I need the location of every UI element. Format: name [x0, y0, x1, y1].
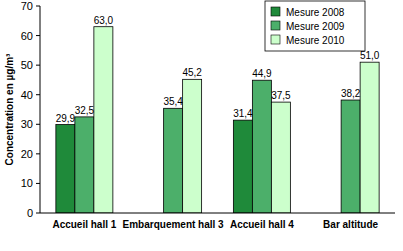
data-label: 29,9 — [56, 113, 76, 124]
bar — [271, 102, 290, 213]
bar — [94, 27, 113, 213]
data-label: 37,5 — [271, 90, 291, 101]
legend: Mesure 2008 Mesure 2009 Mesure 2010 — [265, 1, 365, 51]
y-tick — [36, 213, 40, 214]
bar — [75, 117, 94, 213]
y-axis-line — [40, 6, 41, 213]
y-tick-label: 0 — [27, 207, 33, 219]
y-tick-label: 30 — [21, 118, 33, 130]
bars — [56, 27, 379, 213]
y-tick — [36, 65, 40, 66]
legend-swatch — [271, 35, 280, 44]
legend-label: Mesure 2008 — [286, 7, 345, 18]
data-label: 32,5 — [75, 105, 95, 116]
y-tick — [36, 183, 40, 184]
bar — [252, 80, 271, 213]
legend-swatch — [271, 7, 280, 16]
legend-label: Mesure 2010 — [286, 35, 345, 46]
data-label: 63,0 — [94, 15, 114, 26]
x-tick-label: Embarquement hall 3 — [123, 219, 225, 230]
bar — [56, 125, 75, 213]
data-label: 31,4 — [233, 108, 253, 119]
x-axis-line — [40, 213, 395, 214]
y-tick-label: 50 — [21, 59, 33, 71]
x-tick-label: Accueil hall 4 — [230, 219, 294, 230]
y-tick-label: 60 — [21, 30, 33, 42]
y-tick — [36, 153, 40, 154]
y-tick — [36, 35, 40, 36]
y-tick-label: 10 — [21, 177, 33, 189]
legend-box — [265, 1, 365, 51]
data-label: 35,4 — [163, 96, 183, 107]
x-tick-label: Bar altitude — [323, 219, 378, 230]
y-tick — [36, 94, 40, 95]
bar — [183, 79, 202, 213]
y-tick — [36, 6, 40, 7]
data-label: 51,0 — [360, 50, 380, 61]
y-tick — [36, 124, 40, 125]
y-tick-label: 20 — [21, 148, 33, 160]
data-label: 45,2 — [182, 67, 202, 78]
bar — [164, 108, 183, 213]
legend-swatch — [271, 21, 280, 30]
bar — [233, 120, 252, 213]
x-tick-label: Accueil hall 1 — [52, 219, 116, 230]
y-tick-label: 40 — [21, 89, 33, 101]
data-label: 38,2 — [341, 88, 361, 99]
y-tick-label: 70 — [21, 0, 33, 12]
bar — [341, 100, 360, 213]
data-label: 44,9 — [252, 68, 272, 79]
legend-label: Mesure 2009 — [286, 21, 345, 32]
y-axis-title: Concentration en µg/m³ — [4, 53, 15, 166]
chart: 0 10 20 30 40 50 60 70 Concentration en µg/m³ 29,… — [0, 0, 403, 251]
bar — [360, 62, 379, 213]
